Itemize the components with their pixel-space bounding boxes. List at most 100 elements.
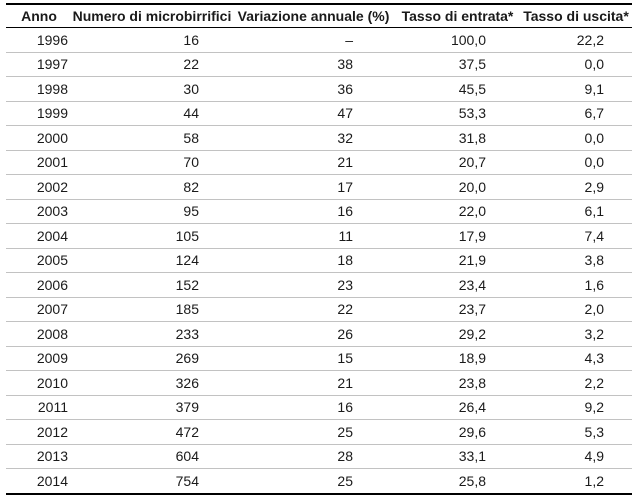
table-row: 2006 152 23 23,4 1,6	[6, 272, 632, 298]
cell-uscita: 6,7	[520, 101, 632, 126]
cell-uscita: 1,6	[520, 272, 632, 298]
microbreweries-table: Anno Numero di microbirrifici Variazione…	[6, 3, 632, 495]
cell-numero: 152	[72, 272, 232, 298]
cell-uscita: 4,3	[520, 346, 632, 371]
cell-numero: 754	[175, 472, 199, 489]
cell-numero: 185	[72, 297, 232, 322]
column-header-tasso-uscita: Tasso di uscita*	[520, 4, 632, 28]
column-header-variazione-annuale: Variazione annuale (%)	[232, 4, 395, 28]
cell-entrata: 37,5	[395, 52, 520, 77]
cell-numero: 233	[72, 321, 232, 347]
cell-numero: 44	[72, 101, 232, 126]
cell-variazione: 16	[232, 199, 395, 224]
cell-anno: 2011	[6, 395, 72, 420]
column-header-numero-microbirrifici: Numero di microbirrifici	[72, 4, 232, 28]
table-row: 2005 124 18 21,9 3,8	[6, 248, 632, 273]
table-row: 2007 185 22 23,7 2,0	[6, 297, 632, 322]
cell-uscita: 5,3	[520, 419, 632, 445]
cell-entrata: 20,7	[395, 150, 520, 175]
cell-variazione: 26	[232, 321, 395, 347]
cell-numero: 82	[72, 174, 232, 200]
cell-variazione: –	[232, 27, 395, 53]
cell-anno: 2004	[6, 223, 72, 249]
cell-numero: 472	[72, 419, 232, 445]
table-row: 2012 472 25 29,6 5,3	[6, 419, 632, 445]
cell-entrata: 21,9	[395, 248, 520, 273]
table-row: 2004 105 11 17,9 7,4	[6, 223, 632, 249]
cell-entrata: 25,8	[458, 472, 486, 489]
cell-entrata: 53,3	[395, 101, 520, 126]
cell-numero: 326	[72, 370, 232, 396]
cell-uscita: 4,9	[520, 444, 632, 469]
cell-numero: 58	[72, 125, 232, 151]
cell-anno: 2006	[6, 272, 72, 298]
table-row: 1998 30 36 45,5 9,1	[6, 76, 632, 102]
cell-entrata: 29,6	[395, 419, 520, 445]
table-row: 2010 326 21 23,8 2,2	[6, 370, 632, 396]
cell-anno: 2001	[6, 150, 72, 175]
cell-uscita: 6,1	[520, 199, 632, 224]
cell-numero: 70	[72, 150, 232, 175]
table-row: 2001 70 21 20,7 0,0	[6, 150, 632, 175]
table-row: 2008 233 26 29,2 3,2	[6, 321, 632, 347]
table-header: Anno Numero di microbirrifici Variazione…	[6, 4, 632, 28]
cell-uscita: 2,9	[520, 174, 632, 200]
table-body: 1996 16 – 100,0 22,2 1997 22 38 37,5 0,0…	[6, 27, 632, 494]
cell-numero: 16	[72, 27, 232, 53]
cell-entrata: 17,9	[395, 223, 520, 249]
cell-entrata: 22,0	[395, 199, 520, 224]
cell-anno: 2008	[6, 321, 72, 347]
cell-variazione: 47	[232, 101, 395, 126]
table-row: 2000 58 32 31,8 0,0	[6, 125, 632, 151]
cell-anno: 2000	[6, 125, 72, 151]
cell-variazione: 23	[232, 272, 395, 298]
cell-variazione: 28	[232, 444, 395, 469]
cell-entrata: 33,1	[395, 444, 520, 469]
table-row: 2009 269 15 18,9 4,3	[6, 346, 632, 371]
table-header-row: Anno Numero di microbirrifici Variazione…	[6, 4, 632, 28]
cell-entrata: 20,0	[395, 174, 520, 200]
cell-entrata: 23,4	[395, 272, 520, 298]
cell-entrata: 23,7	[395, 297, 520, 322]
cell-anno: 2005	[6, 248, 72, 273]
cell-uscita: 22,2	[520, 27, 632, 53]
table-row: 1996 16 – 100,0 22,2	[6, 27, 632, 53]
cell-entrata: 100,0	[395, 27, 520, 53]
cell-entrata: 26,4	[395, 395, 520, 420]
cell-anno: 2010	[6, 370, 72, 396]
table-row: 2014 754 25 25,8 1,2	[6, 469, 632, 494]
cell-uscita: 2,2	[520, 370, 632, 396]
column-header-tasso-entrata: Tasso di entrata*	[395, 4, 520, 28]
cell-uscita: 1,2	[584, 472, 604, 489]
cell-anno: 1996	[6, 27, 72, 53]
cell-variazione: 16	[232, 395, 395, 420]
cell-anno: 2002	[6, 174, 72, 200]
cell-numero: 95	[72, 199, 232, 224]
cell-anno: 2007	[6, 297, 72, 322]
cell-numero: 269	[72, 346, 232, 371]
table-row: 1997 22 38 37,5 0,0	[6, 52, 632, 77]
cell-variazione: 38	[232, 52, 395, 77]
cell-variazione: 36	[232, 76, 395, 102]
cell-anno: 2013	[6, 444, 72, 469]
table-row: 1999 44 47 53,3 6,7	[6, 101, 632, 126]
column-header-anno: Anno	[6, 4, 72, 28]
cell-anno: 1999	[6, 101, 72, 126]
cell-variazione: 25	[232, 419, 395, 445]
cell-numero: 124	[72, 248, 232, 273]
cell-anno: 2003	[6, 199, 72, 224]
cell-numero: 379	[72, 395, 232, 420]
cell-anno: 1997	[6, 52, 72, 77]
cell-anno: 1998	[6, 76, 72, 102]
cell-numero: 604	[72, 444, 232, 469]
cell-uscita: 9,1	[520, 76, 632, 102]
cell-variazione: 17	[232, 174, 395, 200]
table-row: 2013 604 28 33,1 4,9	[6, 444, 632, 469]
cell-numero: 30	[72, 76, 232, 102]
table-row: 2003 95 16 22,0 6,1	[6, 199, 632, 224]
cell-variazione: 32	[232, 125, 395, 151]
cell-variazione: 21	[232, 370, 395, 396]
cell-anno: 2009	[6, 346, 72, 371]
cell-variazione: 15	[232, 346, 395, 371]
